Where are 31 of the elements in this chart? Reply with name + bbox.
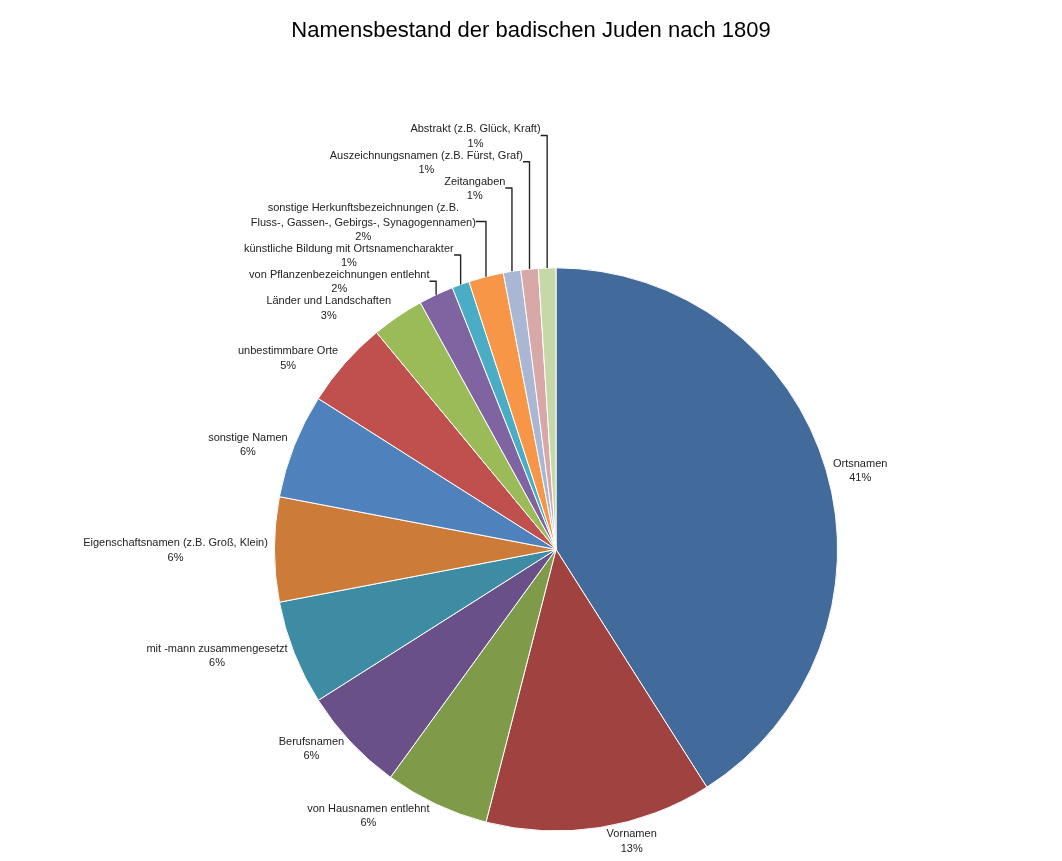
data-label: 6% (239, 445, 257, 458)
slice-label: sonstige Namen (208, 430, 288, 443)
data-label: 6% (209, 656, 226, 669)
slice-label: von Pflanzenbezeichnungen entlehnt (249, 268, 430, 281)
slice-label: Zeitangaben (444, 174, 506, 187)
slice-label: Eigenschaftsnamen (z.B. Groß, Klein) (83, 536, 268, 549)
data-label: 1% (467, 136, 484, 149)
data-label: 6% (303, 749, 320, 762)
slice-label: Länder und Landschaften (266, 294, 392, 307)
slice-label: sonstige Herkunftsbezeichnungen (z.B. Fluss-, Gassen-, Gebirgs-, Synagogennamen) (250, 201, 476, 228)
data-label: 2% (331, 282, 348, 295)
data-label: 6% (167, 550, 184, 563)
slice-label: Vornamen (606, 827, 657, 840)
data-label: 13% (620, 841, 643, 854)
slice-label: Abstrakt (z.B. Glück, Kraft) (410, 122, 541, 135)
data-label: 1% (418, 162, 435, 175)
slice-label: mit -mann zusammengesetzt (146, 641, 288, 654)
slice-label: Ortsnamen (832, 456, 888, 469)
slice-label: Auszeichnungsnamen (z.B. Fürst, Graf) (329, 148, 523, 161)
data-label: 3% (320, 308, 337, 321)
data-label: 1% (340, 256, 358, 269)
slice-label: künstliche Bildung mit Ortsnamencharakter (244, 241, 455, 254)
slice-label: Berufsnamen (278, 735, 345, 748)
slice-label: unbestimmbare Orte (237, 344, 339, 357)
slice-label: von Hausnamen entlehnt (307, 801, 430, 814)
chart-title: Namensbestand der badischen Juden nach 1809 (291, 16, 771, 42)
data-label: 5% (280, 358, 297, 371)
data-label: 6% (360, 816, 377, 829)
data-label: 1% (466, 189, 483, 202)
data-label: 41% (849, 471, 872, 483)
data-label: 2% (355, 229, 372, 242)
